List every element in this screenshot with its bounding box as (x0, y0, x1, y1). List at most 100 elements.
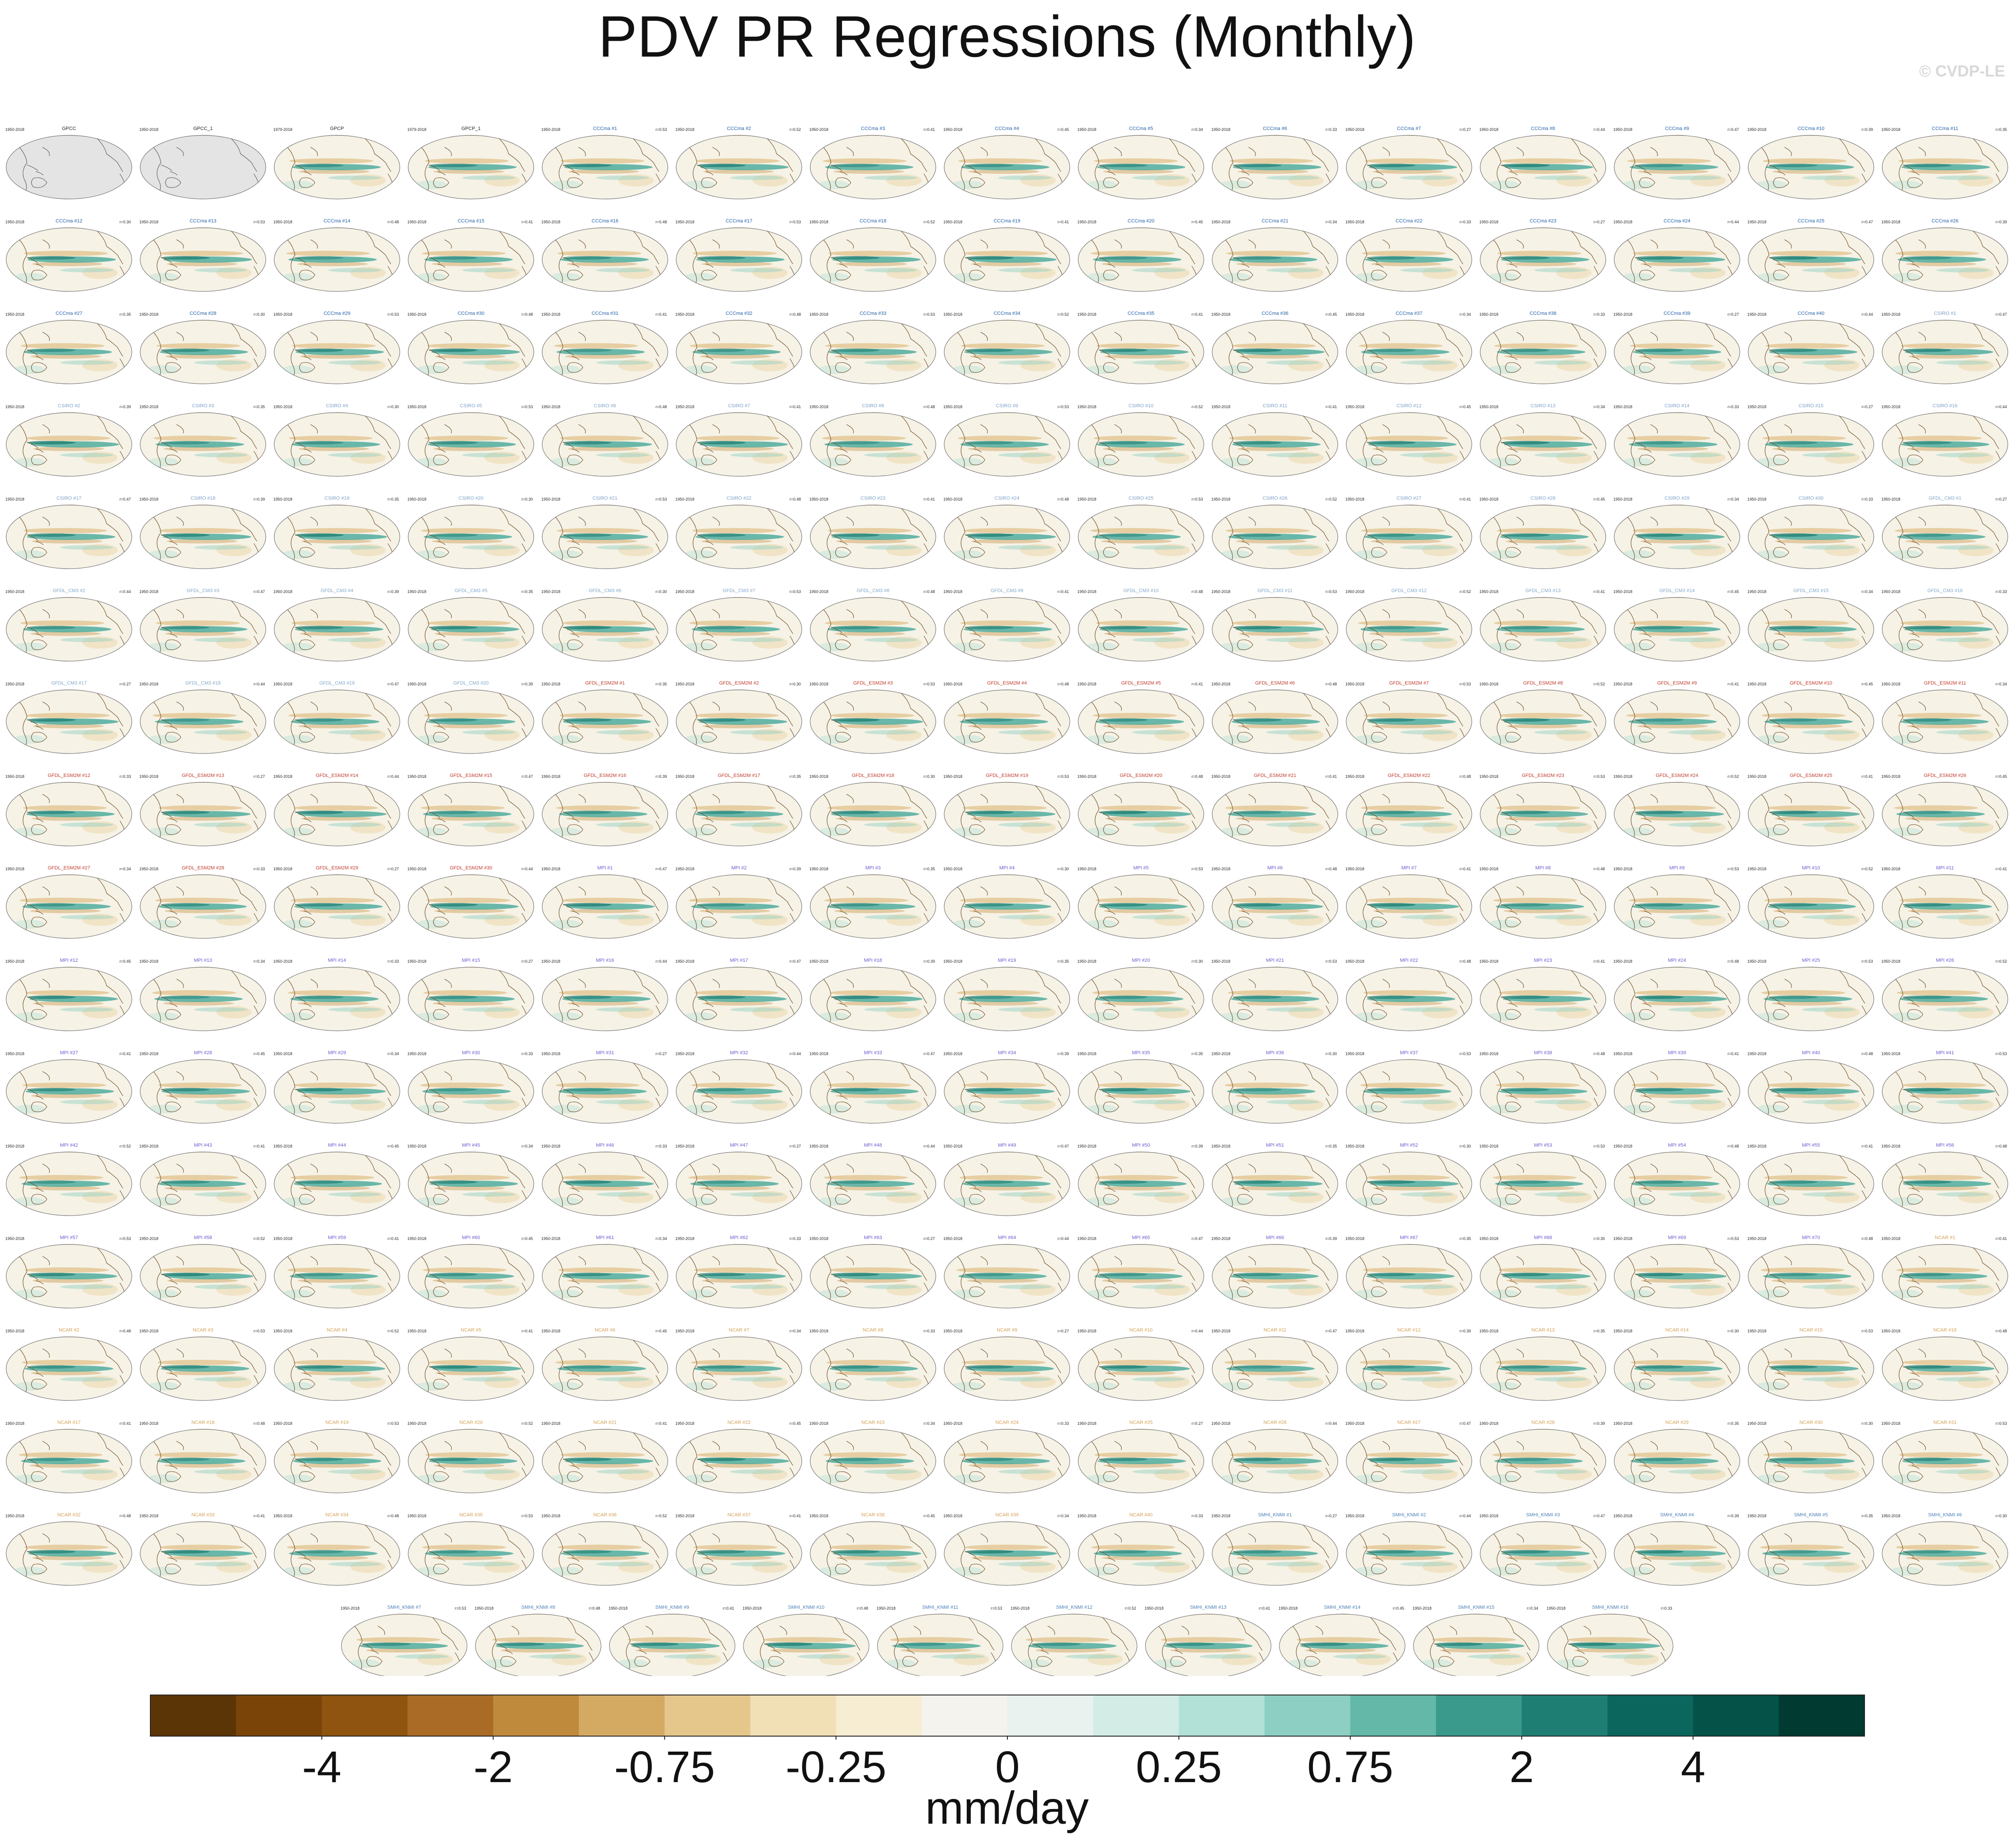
panel-correlation: r=0.33 (1727, 405, 1739, 409)
panel-correlation: r=0.48 (923, 405, 935, 409)
panel-globe (1480, 874, 1606, 939)
panel-correlation: r=0.41 (789, 405, 801, 409)
panel-title: MPI #7 (1401, 865, 1417, 871)
panel-title: CSIRO #25 (1129, 496, 1153, 501)
map-panel: 1950-2018 GFDL_ESM2M #27 r=0.34 (5, 865, 132, 939)
panel-globe (810, 320, 936, 384)
panel-title: CSIRO #3 (192, 403, 214, 409)
panel-correlation: r=0.34 (1191, 127, 1203, 132)
panel-title: CSIRO #19 (325, 496, 349, 501)
panel-title: MPI #17 (730, 958, 748, 963)
panel-years: 1950-2018 (1881, 497, 1900, 501)
panel-correlation: r=0.48 (1057, 682, 1069, 686)
panel-title: CSIRO #5 (460, 403, 482, 409)
panel-globe (676, 412, 802, 477)
map-panel: 1950-2018 MPI #19 r=0.35 (943, 958, 1070, 1031)
colorbar-segment (1779, 1695, 1865, 1736)
panel-correlation: r=0.52 (1057, 312, 1069, 317)
panel-globe (542, 967, 668, 1031)
panel-title: GFDL_ESM2M #3 (853, 681, 893, 686)
map-panel: 1950-2018 CCCma #40 r=0.44 (1747, 311, 1874, 384)
panel-years: 1950-2018 (675, 774, 694, 779)
panel-correlation: r=0.30 (119, 220, 131, 224)
panel-title: CCCma #31 (592, 311, 619, 316)
panel-years: 1950-2018 (407, 405, 426, 409)
panel-title: CSIRO #28 (1531, 496, 1555, 501)
panel-title: GFDL_ESM2M #1 (585, 681, 625, 686)
panel-title: MPI #18 (864, 958, 882, 963)
colorbar-segment (322, 1695, 408, 1736)
panel-title: GFDL_ESM2M #19 (986, 773, 1028, 778)
panel-years: 1950-2018 (809, 497, 828, 501)
panel-correlation: r=0.53 (1057, 405, 1069, 409)
panel-globe (1748, 782, 1874, 846)
panel-correlation: r=0.33 (1325, 127, 1337, 132)
panel-correlation: r=0.39 (923, 959, 935, 964)
map-panel: 1979-2018 GPCP (273, 126, 400, 199)
panel-correlation: r=0.33 (1861, 497, 1873, 501)
panel-correlation: r=0.30 (253, 312, 265, 317)
panel-globe (6, 689, 132, 754)
panel-title: MPI #19 (998, 958, 1016, 963)
panel-title: CCCma #20 (1128, 218, 1155, 224)
panel-years: 1950-2018 (809, 959, 828, 964)
panel-correlation: r=0.34 (1325, 220, 1337, 224)
map-panel: 1979-2018 GPCP_1 (407, 126, 534, 199)
panel-globe (1346, 874, 1472, 939)
panel-years: 1950-2018 (1077, 405, 1096, 409)
panel-years: 1950-2018 (1077, 867, 1096, 871)
map-panel: 1950-2018 MPI #14 r=0.33 (273, 958, 400, 1031)
panel-title: GPCC (62, 126, 76, 131)
panel-correlation: r=0.27 (1459, 127, 1471, 132)
panel-years: 1950-2018 (541, 497, 560, 501)
panel-correlation: r=0.35 (253, 405, 265, 409)
panel-globe (1480, 412, 1606, 477)
panel-title: GPCP_1 (461, 126, 480, 131)
panel-globe (810, 135, 936, 199)
map-panel: 1950-2018 GFDL_CM3 #2 r=0.44 (5, 588, 132, 662)
panel-years: 1950-2018 (809, 312, 828, 317)
panel-correlation: r=0.41 (1191, 312, 1203, 317)
panel-years: 1950-2018 (139, 867, 158, 871)
panel-globe (1614, 597, 1740, 662)
panel-globe (1614, 967, 1740, 1031)
panel-years: 1950-2018 (1613, 682, 1632, 686)
panel-globe (1748, 505, 1874, 569)
panel-title: MPI #11 (1936, 865, 1954, 871)
panel-correlation: r=0.35 (119, 312, 131, 317)
map-panel: 1950-2018 CCCma #16 r=0.48 (541, 218, 668, 292)
panel-title: CCCma #30 (458, 311, 485, 316)
panel-correlation: r=0.53 (1057, 774, 1069, 779)
panel-years: 1950-2018 (1077, 312, 1096, 317)
map-panel: 1950-2018 CSIRO #2 r=0.39 (5, 403, 132, 477)
map-panel: 1950-2018 MPI #6 r=0.48 (1211, 865, 1338, 939)
panel-title: MPI #3 (865, 865, 881, 871)
panel-correlation: r=0.30 (923, 774, 935, 779)
map-panel: 1950-2018 MPI #11 r=0.41 (1881, 865, 2008, 939)
panel-correlation: r=0.35 (1057, 959, 1069, 964)
panel-globe (676, 227, 802, 292)
panel-years: 1950-2018 (1881, 682, 1900, 686)
panel-years: 1950-2018 (1479, 589, 1498, 594)
panel-globe (408, 782, 534, 846)
panel-title: MPI #22 (1400, 958, 1418, 963)
panel-years: 1950-2018 (273, 497, 292, 501)
panel-title: CCCma #4 (995, 126, 1019, 131)
panel-globe (1078, 597, 1204, 662)
panel-correlation: r=0.41 (923, 127, 935, 132)
panel-correlation: r=0.27 (253, 774, 265, 779)
map-panel: 1950-2018 CCCma #28 r=0.30 (139, 311, 266, 384)
map-panel: 1950-2018 GFDL_CM3 #7 r=0.53 (675, 588, 802, 662)
map-panel: 1950-2018 GFDL_ESM2M #5 r=0.41 (1077, 681, 1204, 754)
panel-correlation: r=0.41 (923, 497, 935, 501)
panel-globe (676, 597, 802, 662)
map-panel: 1950-2018 GFDL_CM3 #19 r=0.47 (273, 681, 400, 754)
panel-years: 1950-2018 (407, 589, 426, 594)
panel-years: 1950-2018 (1613, 774, 1632, 779)
panel-years: 1950-2018 (407, 220, 426, 224)
panel-title: CSIRO #6 (594, 403, 616, 409)
panel-correlation: r=0.39 (253, 497, 265, 501)
panel-correlation: r=0.34 (1459, 312, 1471, 317)
panel-globe (676, 135, 802, 199)
panel-years: 1950-2018 (1881, 405, 1900, 409)
